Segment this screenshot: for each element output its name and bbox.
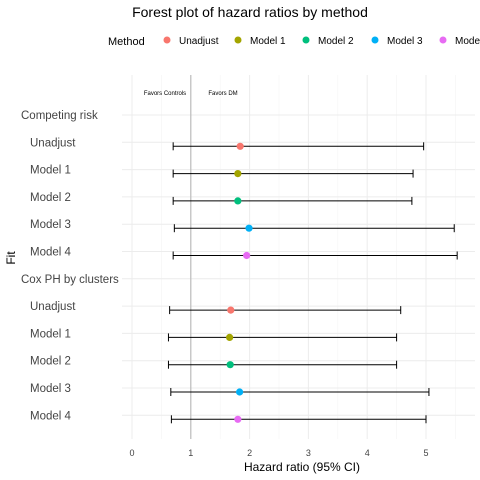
estimate-row: Model 2 [30, 356, 398, 369]
row-label: Unadjust [30, 301, 76, 313]
legend-item: Model 2 [302, 36, 354, 47]
legend-label: Unadjust [179, 36, 219, 47]
annotation-favors-dm: Favors DM [208, 91, 237, 97]
hr-point [236, 388, 244, 396]
legend-label: Model 3 [387, 36, 423, 47]
row-label: Model 2 [30, 192, 71, 204]
row-label: Model 2 [30, 356, 71, 368]
hr-point [226, 361, 234, 369]
legend-title: Method [108, 36, 145, 48]
row-label: Model 4 [30, 247, 72, 259]
estimate-row: Unadjust [30, 301, 402, 315]
legend-label: Model 1 [250, 36, 286, 47]
hr-point [234, 197, 242, 205]
group-header-row: Cox PH by clusters [21, 274, 119, 286]
estimate-row: Unadjust [30, 137, 425, 151]
forest-rows: Competing risk Unadjust Model 1 Model 2 Mode… [21, 110, 458, 424]
group-label: Competing risk [21, 110, 98, 122]
estimate-row: Model 4 [30, 410, 427, 424]
hr-point [245, 224, 253, 232]
row-label: Model 4 [30, 410, 72, 422]
hr-point [234, 415, 242, 423]
legend-label: Model 2 [318, 36, 354, 47]
legend-item: Model 3 [371, 36, 423, 47]
legend-item: Model 1 [234, 36, 286, 47]
legend-swatch [302, 36, 310, 44]
legend-swatch [234, 36, 242, 44]
legend-swatch [371, 36, 379, 44]
hr-point [243, 251, 251, 260]
estimate-row: Model 3 [30, 383, 430, 396]
hr-point [234, 170, 242, 178]
plot-panel [122, 75, 475, 439]
x-tick-label: 3 [306, 448, 311, 458]
estimate-row: Model 1 [30, 328, 398, 342]
chart-title: Forest plot of hazard ratios by method [132, 4, 368, 20]
legend-swatch [439, 36, 447, 44]
hr-point [236, 142, 244, 150]
x-tick-label: 4 [365, 448, 370, 458]
x-tick-label: 5 [423, 448, 428, 458]
legend-item: Unadjust [163, 36, 219, 47]
estimate-row: Model 2 [30, 192, 413, 205]
x-tick-label: 2 [247, 448, 252, 458]
hr-point [226, 333, 234, 341]
x-tick-label: 0 [129, 448, 134, 458]
y-axis-title: Fit [4, 251, 18, 265]
x-axis-ticks: 0 1 2 3 4 5 [129, 448, 428, 458]
legend-label: Mode [455, 36, 480, 47]
legend: Method Unadjust Model 1 Model 2 Model 3 Mode [108, 36, 480, 48]
row-label: Model 3 [30, 383, 71, 395]
estimate-row: Model 4 [30, 247, 458, 260]
row-label: Unadjust [30, 137, 76, 149]
legend-swatch [163, 36, 171, 44]
group-header-row: Competing risk [21, 110, 98, 122]
estimate-row: Model 1 [30, 165, 414, 178]
x-axis-title: Hazard ratio (95% CI) [244, 460, 360, 474]
hr-point [227, 306, 235, 314]
estimate-row: Model 3 [30, 219, 455, 233]
row-label: Model 3 [30, 219, 71, 231]
group-label: Cox PH by clusters [21, 274, 119, 286]
annotation-favors-controls: Favors Controls [144, 91, 186, 97]
x-tick-label: 1 [188, 448, 193, 458]
row-label: Model 1 [30, 165, 71, 177]
legend-item: Mode [439, 36, 480, 47]
row-label: Model 1 [30, 328, 71, 340]
